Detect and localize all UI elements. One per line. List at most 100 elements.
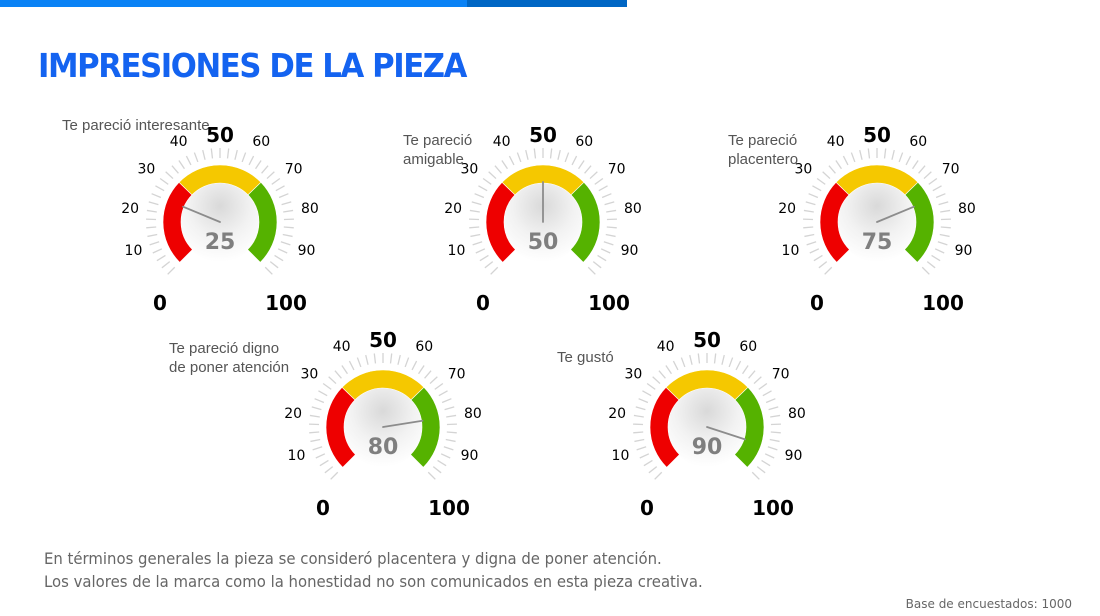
gauge-tick	[432, 466, 442, 474]
gauge-tick	[639, 453, 650, 459]
gauge-tick	[918, 165, 926, 174]
gauge-tick	[424, 370, 432, 379]
gauge-tick	[373, 353, 377, 364]
gauge-tick	[264, 266, 273, 275]
gauge-tick-label: 100	[922, 291, 964, 315]
gauge-tick-label: 0	[810, 291, 824, 315]
gauge-tick	[159, 177, 169, 185]
gauge-tick	[484, 261, 494, 269]
gauge-tick-label: 60	[575, 134, 593, 150]
gauge-tick-label: 30	[794, 162, 812, 178]
summary-line: Los valores de la marca como la honestid…	[44, 572, 703, 591]
gauge-tick	[165, 171, 174, 180]
gauge-tick	[445, 438, 456, 443]
gauge-label-line: placentero	[728, 151, 799, 168]
gauge-label-interesante: Te pareció interesante	[62, 116, 210, 135]
gauge-tick	[642, 390, 652, 397]
gauge-tick	[202, 149, 206, 160]
gauge-tick	[850, 152, 856, 163]
gauge-tick-label: 50	[206, 123, 234, 147]
gauge-tick-label: 10	[612, 448, 630, 464]
gauge-tick-label: 100	[588, 291, 630, 315]
gauge-tick	[932, 185, 942, 192]
gauge-tick-label: 60	[415, 339, 433, 355]
gauge-tick	[444, 406, 455, 411]
gauge-tick	[152, 248, 163, 254]
gauge-tick	[818, 261, 828, 269]
gauge-tick	[748, 370, 756, 379]
gauge-tick	[762, 390, 772, 397]
gauge-tick-label: 50	[529, 123, 557, 147]
gauge-tick-label: 20	[608, 406, 626, 422]
gauge-tick-label: 90	[785, 448, 803, 464]
gauge-tick	[635, 406, 646, 411]
gauge-tick	[318, 390, 328, 397]
gauge-tick	[443, 446, 454, 451]
gauge-tick	[633, 431, 644, 434]
gauge-tick-label: 10	[288, 448, 306, 464]
gauge-tick	[912, 160, 919, 170]
gauge-tick	[404, 357, 410, 368]
gauge-tick-label: 100	[752, 496, 794, 520]
gauge-tick	[161, 261, 171, 269]
gauge-tick	[822, 171, 831, 180]
page-title: IMPRESIONES DE LA PIEZA	[38, 46, 467, 85]
gauge-tick-label: 20	[444, 201, 462, 217]
gauge-tick	[842, 155, 849, 166]
gauge-tick	[277, 248, 288, 254]
gauge-label-digno: Te pareció digno de poner atención	[169, 339, 289, 377]
gauge-label-line: Te gustó	[557, 349, 614, 366]
gauge-tick	[356, 357, 362, 368]
gauge-tick-label: 20	[284, 406, 302, 422]
gauge-tick	[767, 446, 778, 451]
gauge-tick	[146, 209, 157, 213]
gauge-value: 80	[368, 435, 399, 460]
gauge-band-high	[570, 181, 601, 263]
gauge-tick	[341, 365, 348, 375]
gauge-tick-label: 30	[624, 367, 642, 383]
gauge-tick-label: 60	[252, 134, 270, 150]
gauge-tick-label: 0	[316, 496, 330, 520]
gauge-needle	[382, 419, 424, 428]
gauge-tick	[533, 148, 537, 159]
gauge-tick	[248, 155, 255, 166]
gauge-tick	[397, 354, 401, 365]
gauge-tick	[597, 254, 607, 262]
gauge-tick	[178, 160, 185, 170]
gauge-tick	[859, 149, 863, 160]
gauge-tick	[592, 261, 602, 269]
gauge-tick	[147, 233, 158, 238]
gauge-label-amigable: Te pareció amigable	[403, 131, 472, 169]
summary-text: En términos generales la pieza se consid…	[44, 547, 703, 593]
gauge-tick	[418, 365, 425, 375]
gauge-tick	[697, 353, 701, 364]
respondents-base: Base de encuestados: 1000	[905, 597, 1072, 611]
gauge-tick-label: 90	[461, 448, 479, 464]
gauge-tick	[330, 471, 339, 480]
gauge-tick-label: 70	[772, 367, 790, 383]
gauge-value: 25	[205, 230, 236, 255]
gauge-tick	[939, 233, 950, 238]
gauge-tick	[280, 241, 291, 246]
gauge-value: 90	[692, 435, 723, 460]
gauge-band-high	[247, 181, 278, 263]
gauge-tick	[935, 193, 946, 199]
gauge-tick	[672, 360, 679, 371]
gauge-tick-label: 40	[333, 339, 351, 355]
gauge-tick	[193, 152, 199, 163]
gauge-tick	[309, 431, 320, 434]
gauge-tick-label: 70	[448, 367, 466, 383]
gauge-tick-label: 0	[153, 291, 167, 315]
gauge-tick-label: 80	[464, 406, 482, 422]
gauge-tick	[891, 149, 895, 160]
gauge-tick	[312, 446, 323, 451]
gauge-tick	[813, 254, 823, 262]
gauge-band-high	[410, 386, 441, 468]
gauge-tick	[634, 438, 645, 443]
gauge-tick	[808, 193, 819, 199]
gauge-tick	[348, 360, 355, 371]
gauge-tick-label: 10	[782, 243, 800, 259]
gauge-tick-label: 90	[298, 243, 316, 259]
gauge-tick-label: 30	[300, 367, 318, 383]
gauge-tick	[474, 193, 485, 199]
